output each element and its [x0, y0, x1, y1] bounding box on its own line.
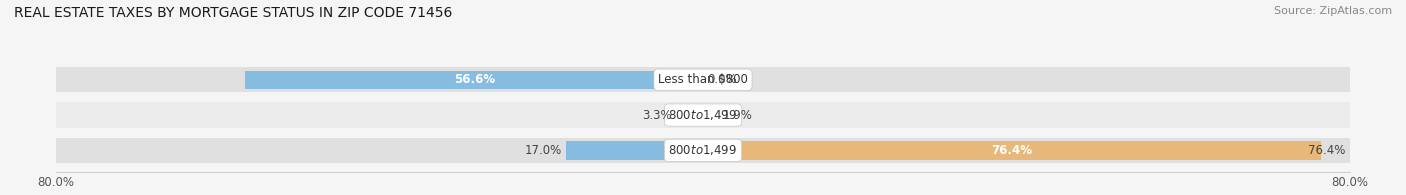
Text: Source: ZipAtlas.com: Source: ZipAtlas.com: [1274, 6, 1392, 16]
Text: 17.0%: 17.0%: [524, 144, 561, 157]
Bar: [676, 106, 703, 124]
Bar: [703, 106, 718, 124]
Bar: [565, 141, 703, 160]
Text: 1.9%: 1.9%: [723, 109, 752, 121]
Text: 0.0%: 0.0%: [707, 73, 737, 86]
Bar: [246, 71, 703, 89]
Text: 56.6%: 56.6%: [454, 73, 495, 86]
Text: REAL ESTATE TAXES BY MORTGAGE STATUS IN ZIP CODE 71456: REAL ESTATE TAXES BY MORTGAGE STATUS IN …: [14, 6, 453, 20]
Text: $800 to $1,499: $800 to $1,499: [668, 108, 738, 122]
Bar: [56, 67, 1350, 92]
Bar: [56, 102, 1350, 128]
Text: 76.4%: 76.4%: [1309, 144, 1346, 157]
Bar: [56, 138, 1350, 163]
Text: Less than $800: Less than $800: [658, 73, 748, 86]
Text: 3.3%: 3.3%: [643, 109, 672, 121]
Bar: [703, 141, 1320, 160]
Text: 76.4%: 76.4%: [991, 144, 1032, 157]
Text: $800 to $1,499: $800 to $1,499: [668, 143, 738, 157]
